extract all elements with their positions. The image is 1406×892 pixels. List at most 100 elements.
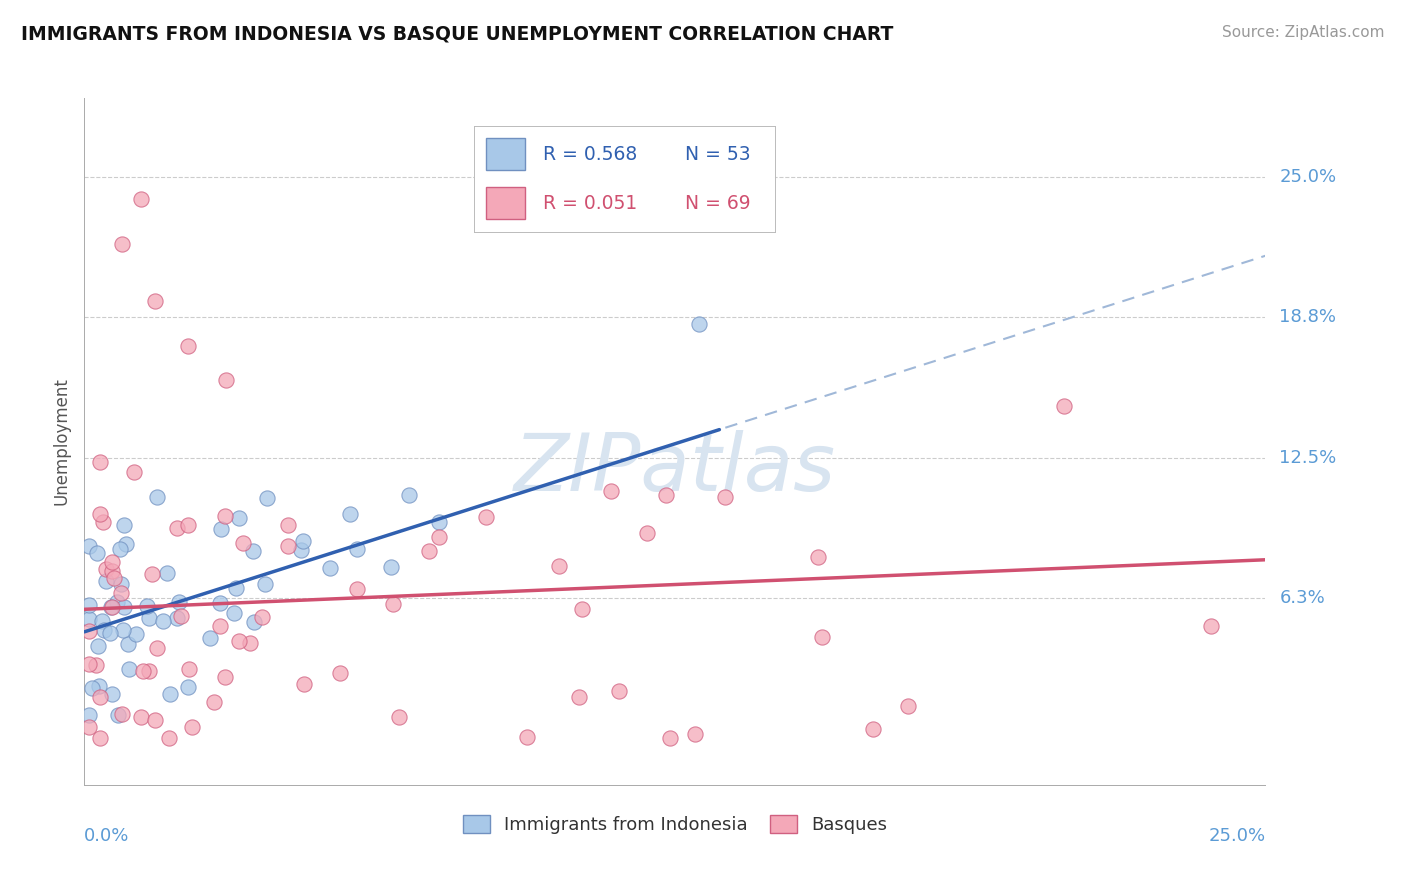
Point bbox=[122, 465, 145, 479]
Point bbox=[862, 722, 884, 736]
Text: 12.5%: 12.5% bbox=[1279, 450, 1337, 467]
Point bbox=[202, 695, 225, 709]
Point bbox=[427, 515, 450, 529]
Point bbox=[714, 490, 737, 504]
Point bbox=[294, 677, 316, 691]
Point bbox=[143, 293, 166, 308]
Point bbox=[141, 567, 163, 582]
Point bbox=[112, 517, 135, 532]
Point bbox=[516, 730, 538, 744]
Point bbox=[209, 522, 232, 536]
Y-axis label: Unemployment: Unemployment bbox=[52, 377, 70, 506]
Point bbox=[228, 633, 250, 648]
Point bbox=[107, 708, 129, 723]
Point bbox=[77, 657, 100, 671]
Point bbox=[110, 576, 132, 591]
Point bbox=[571, 602, 593, 616]
Text: 25.0%: 25.0% bbox=[1279, 168, 1337, 186]
Point bbox=[100, 600, 122, 615]
Point bbox=[198, 631, 221, 645]
Point bbox=[77, 720, 100, 734]
Point bbox=[209, 596, 232, 610]
Point bbox=[111, 623, 134, 637]
Point bbox=[382, 597, 405, 611]
Point bbox=[82, 681, 104, 695]
Point bbox=[77, 708, 100, 723]
Point bbox=[179, 662, 201, 676]
Point bbox=[329, 665, 352, 680]
Point bbox=[86, 657, 108, 672]
Point bbox=[89, 507, 111, 521]
Point bbox=[125, 627, 148, 641]
Point bbox=[292, 534, 315, 549]
Point bbox=[136, 599, 159, 614]
Point bbox=[252, 610, 274, 624]
Point bbox=[683, 727, 706, 741]
Point bbox=[129, 710, 152, 724]
Point bbox=[89, 690, 111, 704]
Point bbox=[111, 237, 134, 252]
Point bbox=[810, 631, 832, 645]
Point bbox=[658, 731, 681, 745]
Text: Source: ZipAtlas.com: Source: ZipAtlas.com bbox=[1222, 25, 1385, 40]
Point bbox=[156, 566, 179, 580]
Point bbox=[103, 571, 125, 585]
Point bbox=[277, 539, 299, 553]
Point bbox=[94, 562, 117, 576]
Text: 6.3%: 6.3% bbox=[1279, 589, 1324, 607]
Point bbox=[143, 713, 166, 727]
Point bbox=[94, 574, 117, 588]
Point bbox=[215, 373, 238, 387]
Point bbox=[91, 614, 114, 628]
Point bbox=[232, 536, 254, 550]
Point bbox=[115, 537, 138, 551]
Point bbox=[346, 541, 368, 556]
Point bbox=[254, 577, 277, 591]
Point bbox=[225, 582, 247, 596]
Text: 0.0%: 0.0% bbox=[84, 827, 129, 845]
Point bbox=[146, 490, 169, 504]
Point bbox=[118, 663, 141, 677]
Text: 18.8%: 18.8% bbox=[1279, 308, 1336, 326]
Point bbox=[636, 526, 658, 541]
Point bbox=[600, 484, 623, 499]
Point bbox=[807, 549, 830, 564]
Point bbox=[222, 607, 245, 621]
Point bbox=[77, 599, 100, 613]
Point bbox=[256, 491, 278, 505]
Point bbox=[475, 510, 498, 524]
Point bbox=[77, 611, 100, 625]
Point bbox=[98, 626, 121, 640]
Point bbox=[655, 488, 678, 502]
Point bbox=[89, 731, 111, 745]
Point bbox=[177, 518, 200, 533]
Point bbox=[77, 539, 100, 553]
Point bbox=[166, 611, 188, 625]
Point bbox=[166, 521, 188, 535]
Point bbox=[339, 507, 361, 521]
Point bbox=[380, 560, 402, 574]
Legend: Immigrants from Indonesia, Basques: Immigrants from Indonesia, Basques bbox=[456, 807, 894, 841]
Point bbox=[105, 595, 128, 609]
Point bbox=[214, 670, 236, 684]
Point bbox=[228, 511, 250, 525]
Point bbox=[89, 679, 111, 693]
Point bbox=[170, 608, 193, 623]
Point bbox=[243, 615, 266, 629]
Point bbox=[1199, 618, 1222, 632]
Point bbox=[93, 624, 115, 638]
Point bbox=[91, 516, 114, 530]
Point bbox=[398, 488, 420, 502]
Point bbox=[89, 455, 111, 469]
Point bbox=[177, 339, 200, 353]
Point bbox=[159, 687, 181, 701]
Point bbox=[319, 561, 342, 575]
Point bbox=[346, 582, 368, 596]
Point bbox=[418, 543, 440, 558]
Point bbox=[290, 542, 312, 557]
Point bbox=[117, 637, 139, 651]
Point bbox=[176, 680, 198, 694]
Text: ZIPatlas: ZIPatlas bbox=[513, 430, 837, 508]
Point bbox=[138, 611, 160, 625]
Point bbox=[607, 684, 630, 698]
